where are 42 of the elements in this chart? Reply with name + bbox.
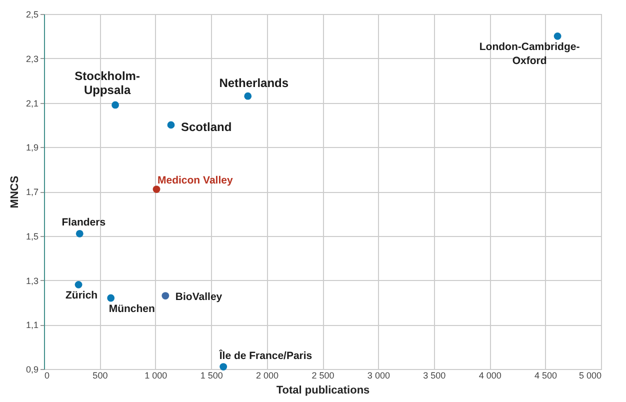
point [152, 186, 160, 193]
annotation: Île de France/Paris [218, 348, 312, 362]
annotation: BioValley [175, 290, 222, 303]
annotation: München [108, 303, 155, 315]
x-tick-label: 1 500 [200, 370, 223, 380]
x-tick-label: 3 500 [423, 370, 446, 380]
annotation: Netherlands [219, 76, 289, 90]
x-tick-label: 3 000 [367, 370, 390, 380]
point [554, 32, 562, 40]
x-tick-label: 1 000 [144, 370, 168, 380]
y-axis-title: MNCS [8, 176, 21, 208]
point [162, 292, 170, 300]
x-tick-label: 5 000 [578, 370, 602, 380]
y-tick-label: 1,9 [26, 142, 38, 153]
annotation: Stockholm-Uppsala [74, 68, 140, 97]
x-tick-label: 4 000 [478, 370, 502, 380]
annotation: Scotland [180, 120, 232, 134]
y-tick-label: 2,1 [26, 98, 38, 108]
point [107, 294, 115, 302]
x-axis-title: Total publications [276, 384, 370, 396]
y-tick-label: 1,1 [26, 320, 38, 330]
annotation: Medicon Valley [158, 174, 233, 186]
x-tick-label: 0 [44, 370, 50, 380]
annotation: Zürich [65, 290, 98, 302]
x-tick-label: 4 500 [534, 370, 558, 380]
point [112, 101, 120, 109]
annotation: London-Cambridge-Oxford [479, 41, 580, 68]
point [74, 280, 82, 288]
x-tick-label: 2 000 [256, 370, 279, 380]
y-tick-label: 2,5 [26, 10, 38, 20]
x-tick-label: 2 500 [312, 370, 334, 380]
x-tick-label: 500 [92, 370, 108, 380]
y-tick-label: 1,3 [26, 276, 38, 286]
point [220, 363, 228, 370]
annotation: Flanders [62, 216, 106, 229]
point [244, 92, 252, 100]
point [167, 121, 175, 129]
y-tick-label: 1,5 [26, 231, 38, 242]
point [76, 230, 84, 238]
y-tick-label: 1,7 [26, 187, 38, 197]
y-tick-label: 0,9 [26, 364, 38, 374]
y-tick-label: 2,3 [26, 54, 38, 64]
